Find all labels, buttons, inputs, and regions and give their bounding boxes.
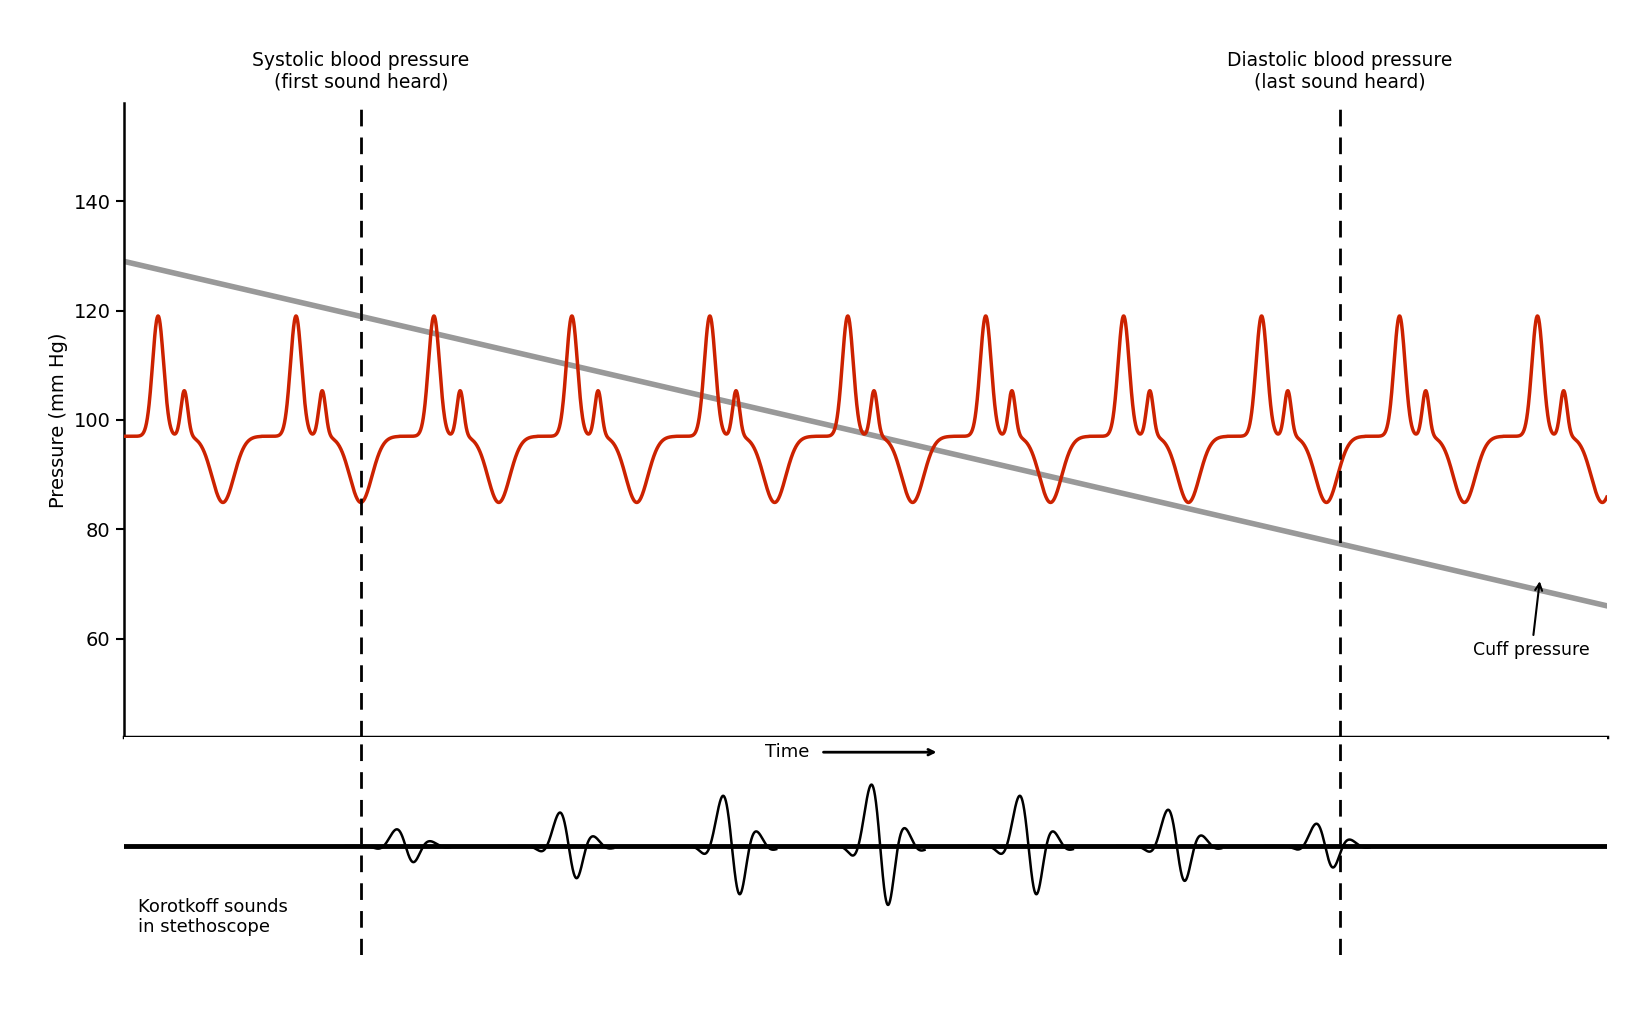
Text: Diastolic blood pressure
(last sound heard): Diastolic blood pressure (last sound hea… (1228, 50, 1452, 91)
Text: Time: Time (765, 744, 821, 761)
Text: Korotkoff sounds
in stethoscope: Korotkoff sounds in stethoscope (138, 898, 288, 937)
Text: Systolic blood pressure
(first sound heard): Systolic blood pressure (first sound hea… (252, 50, 470, 91)
Y-axis label: Pressure (mm Hg): Pressure (mm Hg) (49, 332, 68, 507)
Text: Cuff pressure: Cuff pressure (1473, 583, 1590, 658)
